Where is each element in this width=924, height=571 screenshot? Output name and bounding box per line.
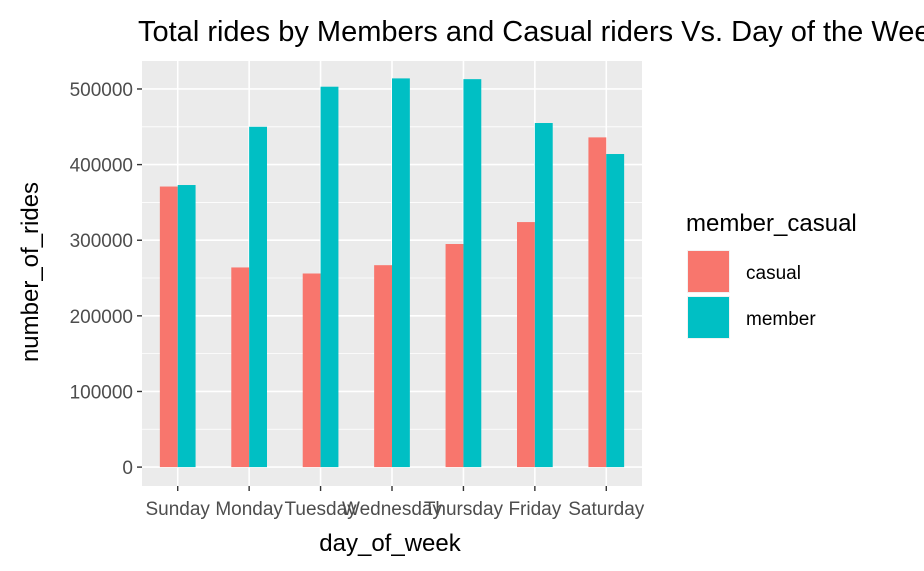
legend-key-casual	[688, 251, 729, 292]
x-tick-label: Tuesday	[284, 499, 357, 520]
chart-title: Total rides by Members and Casual riders…	[138, 16, 924, 48]
bar-casual-saturday	[588, 137, 607, 468]
bar-casual-sunday	[159, 186, 178, 468]
y-tick-label: 0	[122, 458, 133, 479]
bar-member-wednesday	[392, 78, 410, 468]
bar-casual-tuesday	[302, 273, 321, 468]
x-tick-label: Wednesday	[342, 499, 442, 520]
y-tick-label: 500000	[70, 80, 133, 101]
legend-label-casual: casual	[746, 263, 801, 284]
bar-member-tuesday	[320, 86, 339, 468]
y-tick-label: 400000	[70, 156, 133, 177]
x-tick-label: Friday	[508, 499, 561, 520]
bar-casual-monday	[231, 267, 250, 468]
y-tick-label: 300000	[70, 231, 133, 252]
y-axis-title: number_of_rides	[17, 182, 44, 362]
legend: member_casual casual member	[686, 210, 857, 339]
x-tick-label: Thursday	[424, 499, 504, 520]
y-tick-label: 200000	[70, 307, 133, 328]
x-axis-title: day_of_week	[319, 530, 461, 557]
legend-title: member_casual	[686, 210, 857, 237]
legend-label-member: member	[746, 309, 816, 330]
bar-member-friday	[534, 123, 553, 468]
legend-key-member	[688, 297, 729, 338]
x-tick-label: Saturday	[568, 499, 645, 520]
bars	[159, 78, 625, 468]
bar-member-saturday	[606, 154, 625, 468]
x-tick-label: Monday	[215, 499, 283, 520]
bar-member-monday	[249, 126, 267, 468]
bar-casual-friday	[517, 222, 535, 468]
bar-member-thursday	[463, 79, 482, 468]
bar-casual-thursday	[445, 244, 464, 468]
y-axis: 0 100000 200000 300000 400000 500000	[70, 80, 142, 479]
x-tick-label: Sunday	[145, 499, 210, 520]
y-tick-label: 100000	[70, 382, 133, 403]
bar-casual-wednesday	[374, 265, 392, 468]
bar-member-sunday	[177, 185, 196, 468]
